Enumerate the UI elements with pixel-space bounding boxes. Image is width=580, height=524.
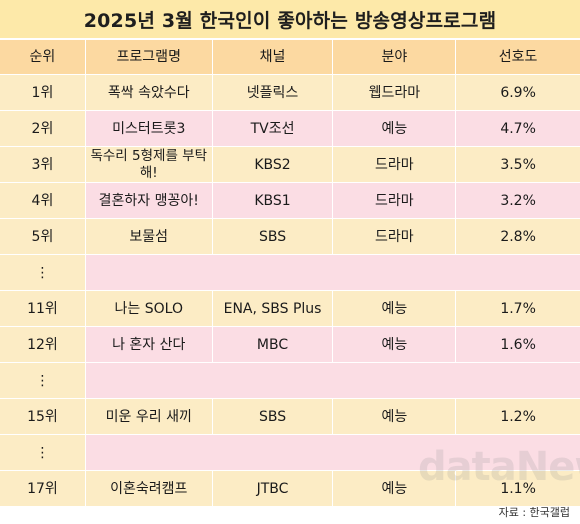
genre-cell: 예능 bbox=[333, 399, 456, 434]
rank-cell: 17위 bbox=[0, 471, 85, 506]
genre-cell: 드라마 bbox=[333, 147, 456, 182]
ellipsis-cell: ⋮ bbox=[0, 435, 85, 470]
rank-cell: 3위 bbox=[0, 147, 85, 182]
header-preference: 선호도 bbox=[456, 40, 580, 74]
table-row: 4위 결혼하자 맹꽁아! KBS1 드라마 3.2% bbox=[0, 183, 580, 218]
rank-cell: 12위 bbox=[0, 327, 85, 362]
table-row: 3위 독수리 5형제를 부탁해! KBS2 드라마 3.5% bbox=[0, 147, 580, 182]
ellipsis-row: ⋮ bbox=[0, 435, 580, 470]
program-cell: 미운 우리 새끼 bbox=[85, 399, 212, 434]
table-row: 17위 이혼숙려캠프 JTBC 예능 1.1% bbox=[0, 471, 580, 506]
ellipsis-span bbox=[86, 255, 580, 290]
program-cell: 나 혼자 산다 bbox=[85, 327, 212, 362]
rank-cell: 2위 bbox=[0, 111, 85, 146]
channel-cell: SBS bbox=[212, 399, 333, 434]
program-cell: 보물섬 bbox=[85, 219, 212, 254]
channel-cell: JTBC bbox=[212, 471, 333, 506]
ellipsis-row: ⋮ bbox=[0, 255, 580, 290]
rank-cell: 1위 bbox=[0, 75, 85, 110]
genre-cell: 웹드라마 bbox=[333, 75, 456, 110]
genre-cell: 드라마 bbox=[333, 183, 456, 218]
preference-cell: 4.7% bbox=[456, 111, 580, 146]
channel-cell: ENA, SBS Plus bbox=[212, 291, 333, 326]
ellipsis-span bbox=[86, 435, 580, 470]
program-cell: 폭싹 속았수다 bbox=[85, 75, 212, 110]
genre-cell: 예능 bbox=[333, 291, 456, 326]
preference-cell: 6.9% bbox=[456, 75, 580, 110]
table-row: 2위 미스터트롯3 TV조선 예능 4.7% bbox=[0, 111, 580, 146]
channel-cell: 넷플릭스 bbox=[212, 75, 333, 110]
table-header-row: 순위 프로그램명 채널 분야 선호도 bbox=[0, 40, 580, 74]
ellipsis-cell: ⋮ bbox=[0, 363, 85, 398]
table-row: 11위 나는 SOLO ENA, SBS Plus 예능 1.7% bbox=[0, 291, 580, 326]
rank-cell: 5위 bbox=[0, 219, 85, 254]
channel-cell: MBC bbox=[212, 327, 333, 362]
ellipsis-row: ⋮ bbox=[0, 363, 580, 398]
preference-cell: 1.6% bbox=[456, 327, 580, 362]
ellipsis-cell: ⋮ bbox=[0, 255, 85, 290]
header-channel: 채널 bbox=[212, 40, 333, 74]
source-note: 자료 : 한국갤럽 bbox=[498, 506, 570, 519]
program-cell: 미스터트롯3 bbox=[85, 111, 212, 146]
preference-cell: 1.2% bbox=[456, 399, 580, 434]
genre-cell: 예능 bbox=[333, 327, 456, 362]
ellipsis-span bbox=[86, 363, 580, 398]
rank-cell: 15위 bbox=[0, 399, 85, 434]
header-genre: 분야 bbox=[333, 40, 456, 74]
channel-cell: KBS1 bbox=[212, 183, 333, 218]
table-row: 12위 나 혼자 산다 MBC 예능 1.6% bbox=[0, 327, 580, 362]
ranking-table: 순위 프로그램명 채널 분야 선호도 1위 폭싹 속았수다 넷플릭스 웹드라마 … bbox=[0, 40, 580, 507]
table-row: 1위 폭싹 속았수다 넷플릭스 웹드라마 6.9% bbox=[0, 75, 580, 110]
header-rank: 순위 bbox=[0, 40, 85, 74]
program-cell: 독수리 5형제를 부탁해! bbox=[85, 147, 212, 182]
program-cell: 나는 SOLO bbox=[85, 291, 212, 326]
preference-cell: 1.1% bbox=[456, 471, 580, 506]
preference-cell: 2.8% bbox=[456, 219, 580, 254]
rank-cell: 11위 bbox=[0, 291, 85, 326]
rank-cell: 4위 bbox=[0, 183, 85, 218]
watermark-logo: dataNews bbox=[418, 444, 580, 490]
table-row: 5위 보물섬 SBS 드라마 2.8% bbox=[0, 219, 580, 254]
preference-cell: 1.7% bbox=[456, 291, 580, 326]
channel-cell: SBS bbox=[212, 219, 333, 254]
program-cell: 이혼숙려캠프 bbox=[85, 471, 212, 506]
table-row: 15위 미운 우리 새끼 SBS 예능 1.2% bbox=[0, 399, 580, 434]
channel-cell: KBS2 bbox=[212, 147, 333, 182]
genre-cell: 드라마 bbox=[333, 219, 456, 254]
preference-cell: 3.2% bbox=[456, 183, 580, 218]
genre-cell: 예능 bbox=[333, 111, 456, 146]
channel-cell: TV조선 bbox=[212, 111, 333, 146]
genre-cell: 예능 bbox=[333, 471, 456, 506]
page-title: 2025년 3월 한국인이 좋아하는 방송영상프로그램 bbox=[0, 0, 580, 38]
program-cell: 결혼하자 맹꽁아! bbox=[85, 183, 212, 218]
preference-cell: 3.5% bbox=[456, 147, 580, 182]
header-program: 프로그램명 bbox=[85, 40, 212, 74]
